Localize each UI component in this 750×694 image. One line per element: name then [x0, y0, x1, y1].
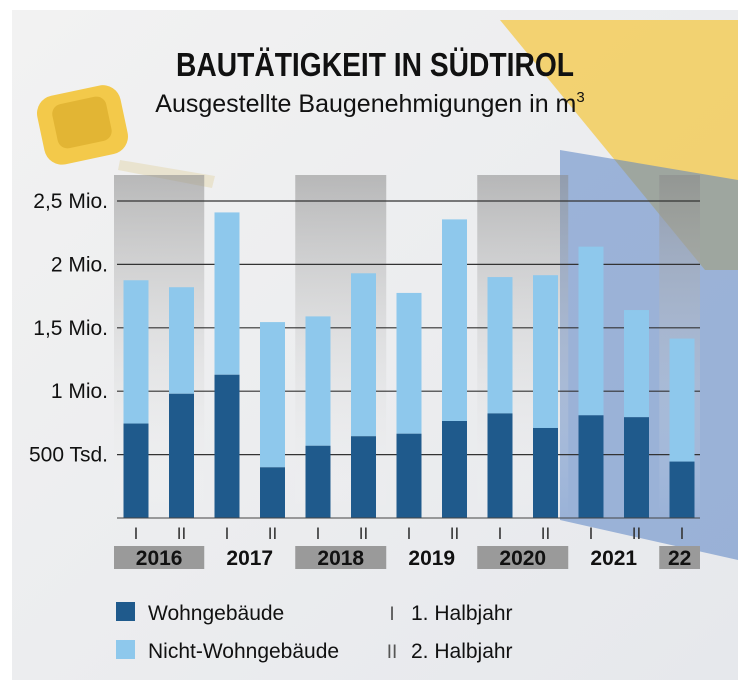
- bar-nicht-wohn: [487, 277, 513, 414]
- subtitle-text: Ausgestellte Baugenehmigungen in m: [155, 90, 576, 118]
- y-tick-label: 2,5 Mio.: [33, 190, 108, 213]
- bar-nicht-wohn: [578, 246, 604, 416]
- bar-wohn: [169, 393, 194, 518]
- year-label: 2020: [499, 547, 546, 570]
- bar-wohn: [669, 461, 695, 518]
- year-label: 2017: [226, 547, 273, 570]
- y-tick-label: 500 Tsd.: [29, 444, 108, 467]
- legend-swatch-nicht-wohn: [116, 640, 135, 659]
- year-label-band-2016: [114, 546, 205, 569]
- half-year-mark: II: [268, 524, 277, 543]
- half-year-mark: I: [407, 524, 412, 543]
- legend-label-nicht-wohn: Nicht-Wohngebäude: [148, 640, 339, 663]
- year-label-band-2020: [477, 546, 569, 569]
- bar-nicht-wohn: [669, 338, 695, 462]
- bar-wohn: [578, 415, 604, 518]
- bar-nicht-wohn: [169, 287, 194, 394]
- legend-label-wohn: Wohngebäude: [148, 602, 284, 625]
- year-label: 2016: [136, 547, 183, 570]
- y-tick-label: 2 Mio.: [51, 253, 108, 276]
- bar-wohn: [351, 436, 376, 518]
- year-label: 2018: [317, 547, 364, 570]
- half-year-mark: II: [632, 524, 641, 543]
- half-year-mark: II: [541, 524, 550, 543]
- bar-wohn: [442, 420, 467, 518]
- y-tick-label: 1,5 Mio.: [33, 317, 108, 340]
- legend-swatch-wohn: [116, 602, 135, 621]
- bar-nicht-wohn: [305, 316, 331, 446]
- legend-mark-h1: I: [389, 604, 394, 625]
- year-label-band-22: [659, 546, 700, 569]
- year-labels: 2016 2017 2018 2019 2020 2021 22: [114, 546, 700, 570]
- bar-nicht-wohn: [123, 280, 149, 424]
- half-year-mark: I: [589, 524, 594, 543]
- half-year-mark: I: [225, 524, 230, 543]
- bar-wohn: [533, 427, 558, 518]
- legend: Wohngebäude Nicht-Wohngebäude I 1. Halbj…: [116, 602, 513, 663]
- legend-mark-h2: II: [387, 642, 398, 663]
- half-year-mark: II: [359, 524, 368, 543]
- year-label: 2021: [590, 547, 637, 570]
- legend-label-h2: 2. Halbjahr: [411, 640, 513, 663]
- half-year-mark: II: [450, 524, 459, 543]
- bar-wohn: [214, 374, 240, 518]
- year-label-band-2018: [295, 546, 387, 569]
- half-year-labels: I II I II I II I II I II I II I: [134, 524, 685, 543]
- year-label: 22: [668, 547, 691, 570]
- half-year-mark: I: [498, 524, 503, 543]
- bar-nicht-wohn: [442, 219, 467, 421]
- y-tick-labels: 500 Tsd. 1 Mio. 1,5 Mio. 2 Mio. 2,5 Mio.: [29, 190, 108, 467]
- bar-wohn: [305, 445, 331, 518]
- bar-wohn: [123, 423, 149, 518]
- bar-wohn: [624, 417, 649, 518]
- bar-nicht-wohn: [396, 292, 422, 434]
- bar-wohn: [396, 433, 422, 518]
- half-year-mark: I: [680, 524, 685, 543]
- year-label: 2019: [408, 547, 455, 570]
- half-year-mark: II: [177, 524, 186, 543]
- bar-wohn: [260, 467, 285, 518]
- chart-title: BAUTÄTIGKEIT IN SÜDTIROL: [176, 46, 574, 83]
- subtitle-superscript: 3: [576, 89, 584, 106]
- chart-subtitle: Ausgestellte Baugenehmigungen in m3: [155, 89, 584, 118]
- bar-nicht-wohn: [351, 273, 376, 437]
- half-year-mark: I: [316, 524, 321, 543]
- y-tick-label: 1 Mio.: [51, 380, 108, 403]
- legend-label-h1: 1. Halbjahr: [411, 602, 513, 625]
- half-year-mark: I: [134, 524, 139, 543]
- bar-nicht-wohn: [214, 212, 240, 375]
- bar-wohn: [487, 413, 513, 518]
- bar-nicht-wohn: [533, 275, 558, 428]
- bar-nicht-wohn: [624, 310, 649, 418]
- bar-nicht-wohn: [260, 322, 285, 468]
- bars: [123, 212, 695, 518]
